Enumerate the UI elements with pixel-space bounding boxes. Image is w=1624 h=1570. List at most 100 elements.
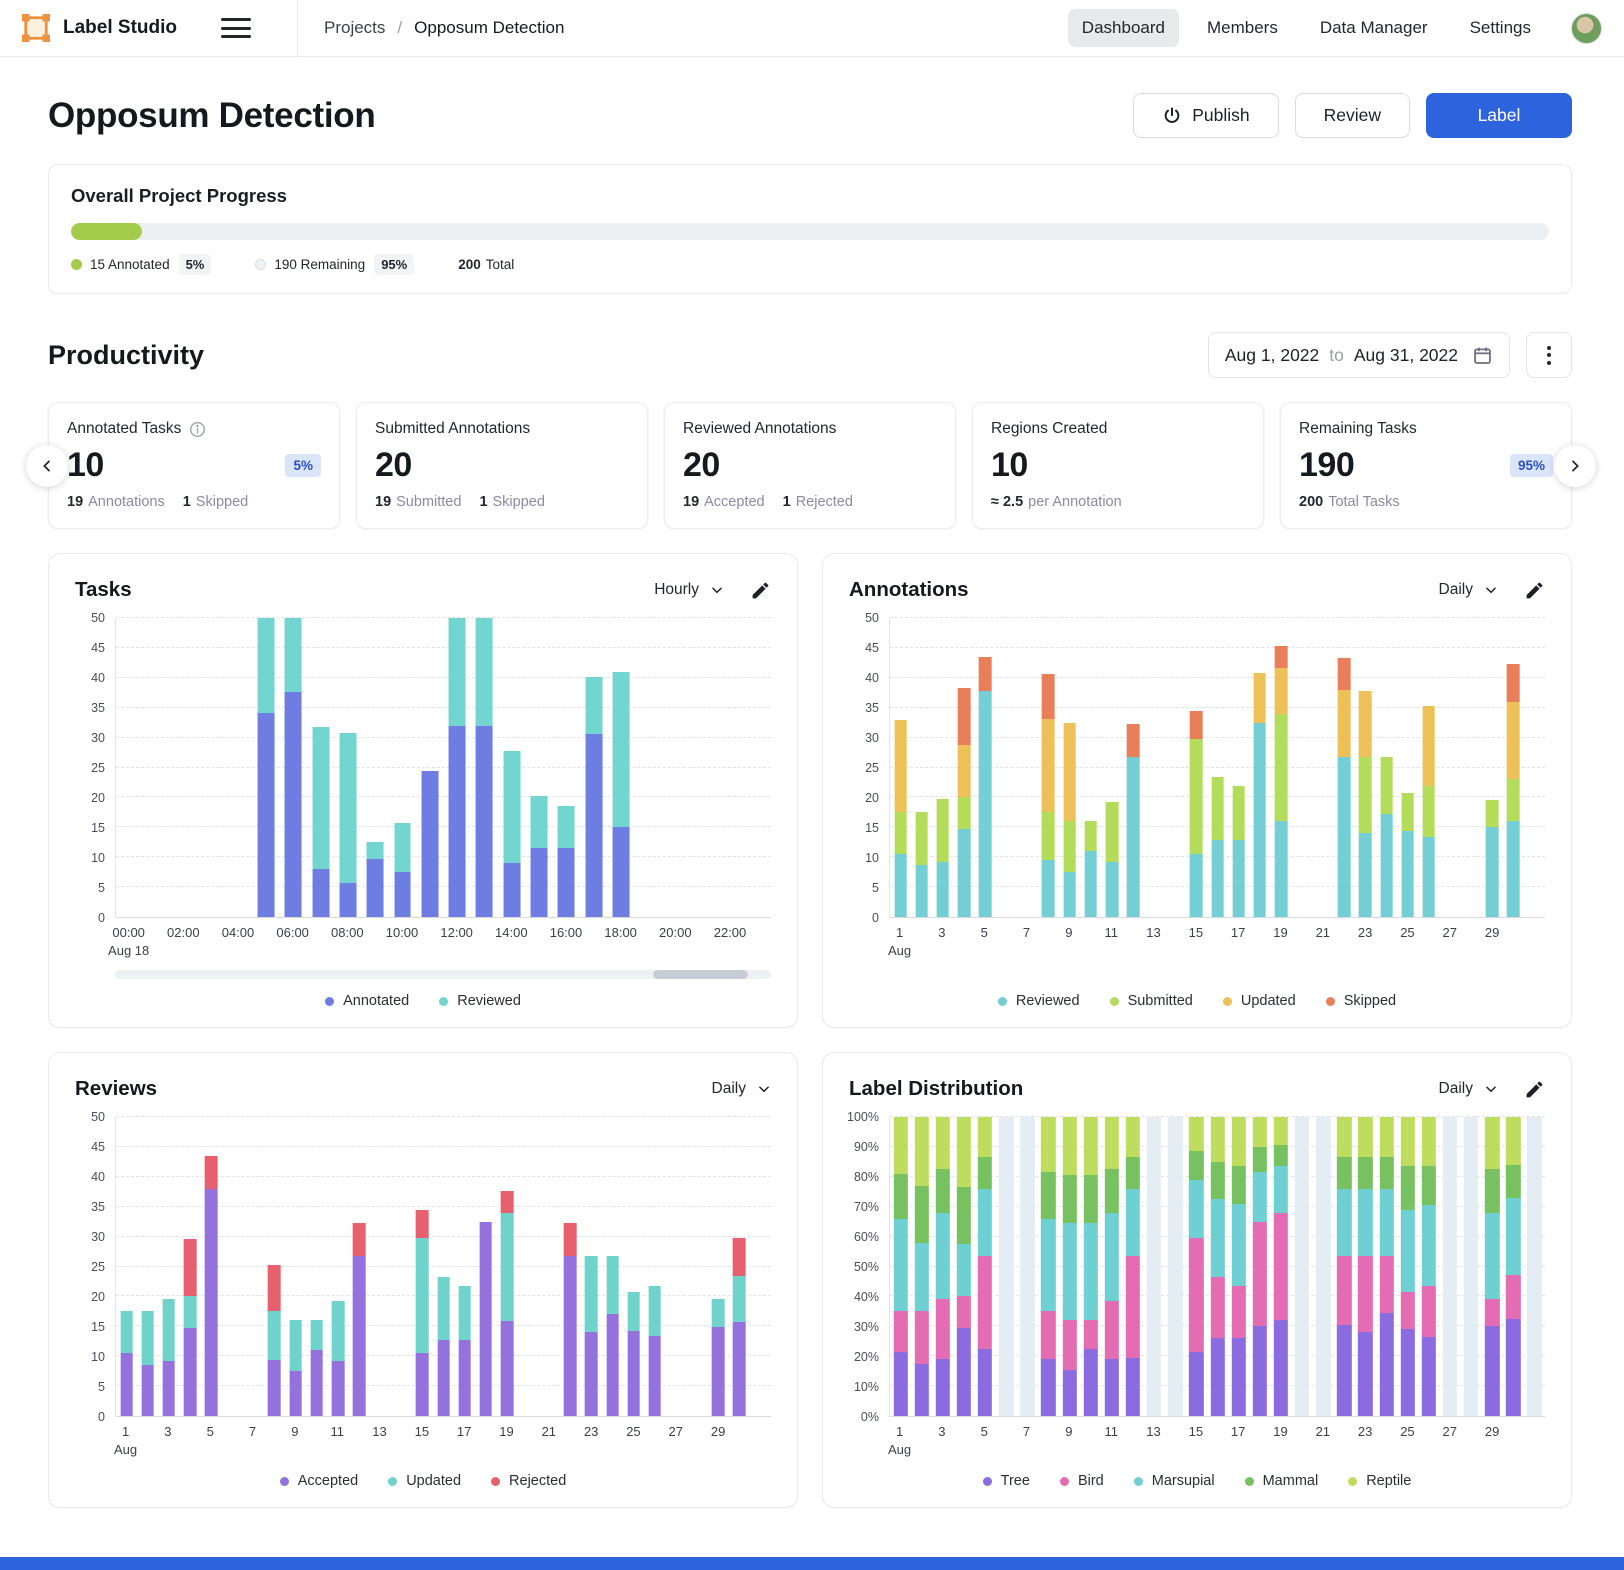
edit-chart-icon[interactable] bbox=[750, 580, 771, 601]
bar-group bbox=[458, 1117, 471, 1416]
bar-segment bbox=[1400, 1166, 1415, 1210]
header-actions: Publish Review Label bbox=[1133, 93, 1572, 138]
bar-group bbox=[500, 1117, 514, 1416]
legend-dot-icon bbox=[491, 1476, 501, 1486]
stat-title: Annotated Tasks bbox=[67, 420, 182, 437]
edit-chart-icon[interactable] bbox=[1524, 580, 1545, 601]
annotations-chart-title: Annotations bbox=[849, 578, 969, 601]
bar-group bbox=[437, 1117, 450, 1416]
bar-segment bbox=[331, 1301, 345, 1361]
bar-segment bbox=[935, 1212, 950, 1300]
bar-segment bbox=[1421, 1205, 1436, 1286]
tasks-chart-scrollbar[interactable] bbox=[115, 970, 771, 979]
annotations-interval-dropdown[interactable]: Daily bbox=[1439, 581, 1498, 599]
bar-segment bbox=[1379, 1256, 1394, 1313]
bar-group bbox=[1337, 1117, 1352, 1416]
stats-next-button[interactable] bbox=[1554, 444, 1596, 487]
x-tick-label: 19 bbox=[1273, 1424, 1288, 1439]
bar-segment bbox=[1401, 830, 1414, 917]
label-button[interactable]: Label bbox=[1426, 93, 1572, 138]
bar-segment bbox=[284, 618, 302, 693]
nav-members[interactable]: Members bbox=[1206, 18, 1278, 37]
bar-segment bbox=[284, 692, 302, 917]
nav-dashboard[interactable]: Dashboard bbox=[1067, 9, 1179, 47]
power-icon bbox=[1162, 106, 1182, 126]
annotations-plot bbox=[889, 617, 1545, 918]
bar-segment bbox=[1400, 1291, 1415, 1330]
bar-segment bbox=[627, 1330, 640, 1416]
legend-item: Annotated bbox=[325, 993, 409, 1009]
bar-group bbox=[1358, 1117, 1373, 1416]
gridline bbox=[890, 1116, 1545, 1117]
bar-segment bbox=[557, 806, 575, 849]
bar-segment bbox=[612, 671, 630, 827]
x-tick-label: 9 bbox=[291, 1424, 299, 1439]
bar-segment bbox=[352, 1222, 366, 1257]
legend-dot-icon bbox=[982, 1476, 992, 1486]
bar-segment bbox=[1042, 719, 1055, 812]
bar-segment bbox=[1337, 1324, 1352, 1416]
bar-segment bbox=[479, 1221, 493, 1416]
page-title: Opposum Detection bbox=[48, 95, 376, 135]
bar-group bbox=[312, 618, 330, 917]
y-tick-label: 70% bbox=[853, 1200, 879, 1214]
bar-segment bbox=[1042, 811, 1055, 861]
bar-segment bbox=[1274, 821, 1288, 917]
bar-segment bbox=[1421, 1117, 1436, 1167]
stats-prev-button[interactable] bbox=[26, 444, 68, 487]
gridline bbox=[116, 766, 771, 768]
bar-group bbox=[475, 618, 493, 917]
bar-group bbox=[1062, 1117, 1077, 1416]
label-distribution-interval-dropdown[interactable]: Daily bbox=[1439, 1080, 1498, 1098]
reviews-interval-dropdown[interactable]: Daily bbox=[712, 1080, 771, 1098]
brand[interactable]: Label Studio bbox=[22, 14, 177, 42]
date-range-picker[interactable]: Aug 1, 2022 to Aug 31, 2022 bbox=[1207, 332, 1510, 378]
scrollbar-thumb[interactable] bbox=[652, 970, 749, 979]
bar-group bbox=[448, 618, 466, 917]
more-options-button[interactable] bbox=[1526, 332, 1572, 378]
bar-segment bbox=[268, 1265, 281, 1312]
bar-group bbox=[894, 618, 907, 917]
user-avatar[interactable] bbox=[1571, 12, 1602, 44]
legend-item: Accepted bbox=[279, 1473, 358, 1489]
x-tick-label: 13 bbox=[372, 1424, 387, 1439]
nav-data-manager[interactable]: Data Manager bbox=[1319, 18, 1428, 37]
edit-chart-icon[interactable] bbox=[1524, 1079, 1545, 1100]
bar-segment bbox=[448, 618, 466, 726]
placeholder-segment bbox=[1463, 1117, 1479, 1416]
bar-segment bbox=[141, 1364, 155, 1416]
bar-segment bbox=[915, 811, 929, 865]
bar-group bbox=[1400, 1117, 1415, 1416]
bar-segment bbox=[563, 1222, 577, 1256]
info-icon[interactable] bbox=[189, 421, 206, 438]
tasks-interval-dropdown[interactable]: Hourly bbox=[654, 581, 724, 599]
legend-dot-icon bbox=[1325, 996, 1335, 1006]
bar-group bbox=[732, 1117, 746, 1416]
placeholder-bar bbox=[1463, 1117, 1479, 1416]
bar-segment bbox=[957, 797, 971, 829]
bar-segment bbox=[732, 1276, 746, 1322]
x-tick-label: 08:00 bbox=[331, 925, 364, 940]
nav-settings[interactable]: Settings bbox=[1469, 18, 1531, 37]
gridline bbox=[890, 706, 1545, 708]
bar-group bbox=[627, 1117, 640, 1416]
x-tick-label: 27 bbox=[1442, 925, 1457, 940]
legend-dot-icon bbox=[388, 1476, 398, 1486]
placeholder-bar bbox=[1442, 1117, 1458, 1416]
publish-button[interactable]: Publish bbox=[1133, 93, 1279, 138]
bar-group bbox=[1189, 1117, 1204, 1416]
calendar-icon bbox=[1472, 345, 1493, 366]
review-button[interactable]: Review bbox=[1294, 93, 1410, 138]
breadcrumb-projects[interactable]: Projects bbox=[324, 18, 386, 37]
bar-segment bbox=[1190, 854, 1203, 917]
hamburger-menu-icon[interactable] bbox=[221, 18, 251, 38]
bar-segment bbox=[1358, 1188, 1373, 1257]
legend-item: Skipped bbox=[1325, 993, 1396, 1009]
gridline bbox=[890, 736, 1545, 738]
legend-item: Marsupial bbox=[1133, 1473, 1215, 1489]
gridline bbox=[116, 826, 771, 828]
bar-segment bbox=[183, 1239, 197, 1297]
bar-segment bbox=[1484, 1169, 1500, 1213]
bar-group bbox=[1506, 618, 1520, 917]
bar-segment bbox=[1232, 786, 1245, 841]
